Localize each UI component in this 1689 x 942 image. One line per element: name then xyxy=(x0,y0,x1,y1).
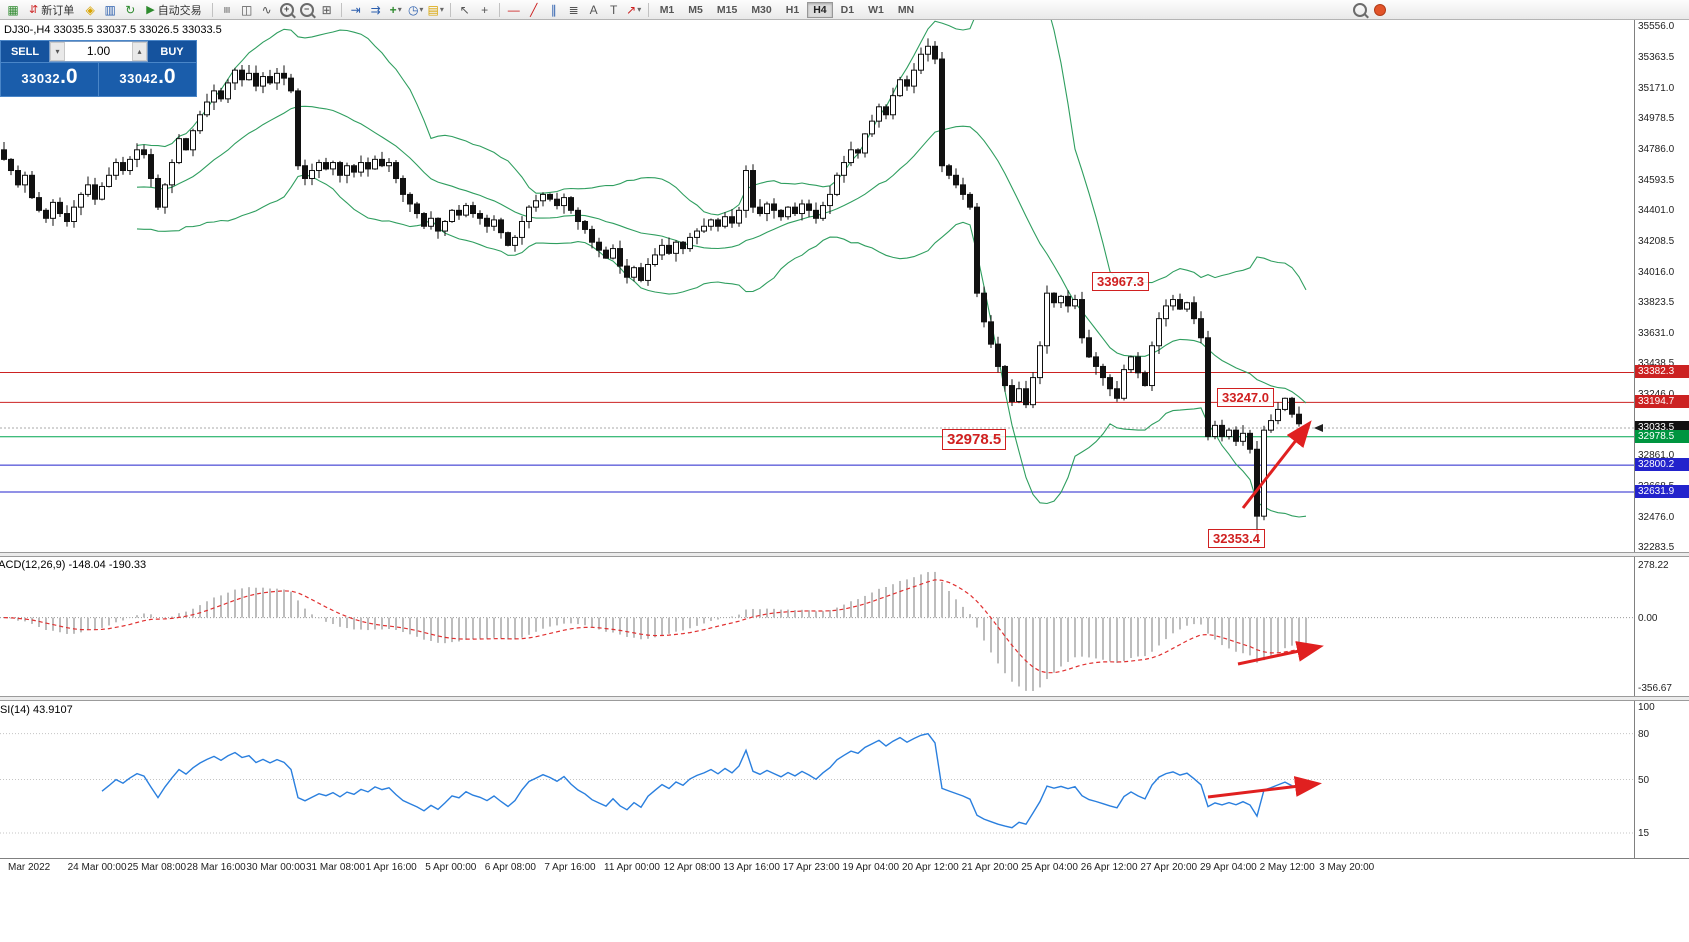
zoom-out-glyph: − xyxy=(299,2,314,17)
chevron-down-icon: ▾ xyxy=(419,4,424,14)
timeframe-m15[interactable]: M15 xyxy=(716,3,738,16)
buy-button[interactable]: BUY xyxy=(148,41,196,62)
fibonacci-icon[interactable]: ≣ xyxy=(568,2,579,17)
volume-decrease-button[interactable]: ▾ xyxy=(50,42,65,61)
zoom-in-icon[interactable]: + xyxy=(278,2,296,18)
new-chart-icon[interactable]: ▦ xyxy=(7,2,19,17)
toolbar-separator xyxy=(449,2,451,17)
toolbar-separator xyxy=(647,2,649,17)
toolbar-separator xyxy=(340,2,342,17)
clock-glyph: ◷ xyxy=(407,2,419,17)
new-order-label: 新订单 xyxy=(41,4,75,17)
text-tool-icon[interactable]: A xyxy=(589,2,598,17)
chevron-down-icon: ▾ xyxy=(439,4,444,14)
record-dot xyxy=(1374,3,1387,16)
search-icon[interactable] xyxy=(1351,2,1369,18)
zoom-in-glyph: + xyxy=(279,2,294,17)
channel-icon[interactable]: ∥ xyxy=(550,2,557,17)
chart-shift-icon[interactable]: ⇥ xyxy=(350,2,361,17)
macd-values: -148.04 -190.33 xyxy=(68,559,147,571)
timeframe-w1[interactable]: W1 xyxy=(868,3,884,16)
toolbar-separator xyxy=(498,2,500,17)
quote-line: DJ30-,H4 33035.5 33037.5 33026.5 33033.5 xyxy=(4,24,222,36)
toolbar: ▦ ⇵ 新订单 ◈ ▥ ↻ ▶ 自动交易 ≡ ◫ ∿ + − ⊞ ⇥ ⇉ + ▾ … xyxy=(0,0,1689,20)
rsi-name: RSI(14) xyxy=(0,704,30,716)
buy-price-main: 33042 xyxy=(119,71,159,86)
panel-separator[interactable] xyxy=(0,696,1689,701)
market-watch-icon[interactable]: ▥ xyxy=(104,2,116,17)
toolbar-separator xyxy=(211,2,213,17)
price-divider xyxy=(98,63,99,96)
zoom-out-icon[interactable]: − xyxy=(298,2,316,18)
macd-window-label: MACD(12,26,9) -148.04 -190.33 xyxy=(0,559,146,571)
panel-separator[interactable] xyxy=(0,552,1689,557)
auto-trading-button[interactable]: ▶ 自动交易 xyxy=(141,2,206,18)
add-indicator-icon[interactable]: + ▾ xyxy=(387,2,405,18)
auto-scroll-icon[interactable]: ⇉ xyxy=(370,2,381,17)
cursor-icon[interactable]: ↖ xyxy=(459,2,470,17)
arrow-glyph: ↗ xyxy=(626,2,637,17)
timeframe-m5[interactable]: M5 xyxy=(688,3,703,16)
volume-input[interactable]: 1.00 xyxy=(86,44,111,58)
rsi-window-label: RSI(14) 43.9107 xyxy=(0,704,73,716)
volume-increase-button[interactable]: ▴ xyxy=(132,42,147,61)
bar-chart-icon[interactable]: ≡ xyxy=(219,5,234,13)
timeframe-h1[interactable]: H1 xyxy=(785,3,800,16)
sell-price-frac: .0 xyxy=(60,65,78,88)
one-click-trading-panel: SELL ▾ 1.00 ▴ BUY 33032 .0 33042 .0 xyxy=(0,40,197,97)
timeframe-mn[interactable]: MN xyxy=(897,3,915,16)
refresh-icon[interactable]: ↻ xyxy=(125,2,136,17)
template-glyph: ▤ xyxy=(427,2,439,17)
horizontal-line-icon[interactable]: — xyxy=(507,2,520,17)
trendline-icon[interactable]: ╱ xyxy=(530,2,538,17)
periods-icon[interactable]: ◷ ▾ xyxy=(407,2,425,18)
plus-glyph: + xyxy=(389,2,397,17)
template-icon[interactable]: ▤ ▾ xyxy=(427,2,445,18)
new-order-button[interactable]: ⇵ 新订单 xyxy=(24,2,79,18)
sell-button[interactable]: SELL xyxy=(1,41,49,62)
timeframe-h4[interactable]: H4 xyxy=(807,1,833,18)
chevron-down-icon: ▾ xyxy=(397,4,402,14)
sell-price[interactable]: 33032 .0 xyxy=(1,63,98,96)
buy-price-frac: .0 xyxy=(158,65,176,88)
text-label-icon[interactable]: T xyxy=(610,2,618,17)
auto-trading-label: 自动交易 xyxy=(157,4,202,17)
sell-price-main: 33032 xyxy=(21,71,61,86)
line-chart-icon[interactable]: ∿ xyxy=(261,2,272,17)
arrows-tool-icon[interactable]: ↗ ▾ xyxy=(625,2,643,18)
search-glyph xyxy=(1353,2,1368,17)
metaeditor-icon[interactable]: ◈ xyxy=(85,2,95,17)
timeframe-m1[interactable]: M1 xyxy=(659,3,675,16)
chevron-down-icon: ▾ xyxy=(637,4,642,14)
candlestick-chart-icon[interactable]: ◫ xyxy=(241,2,253,17)
order-candle-icon: ⇵ xyxy=(29,4,39,16)
timeframe-d1[interactable]: D1 xyxy=(840,3,855,16)
autoplay-icon: ▶ xyxy=(146,4,155,16)
buy-price[interactable]: 33042 .0 xyxy=(99,63,196,96)
timeframe-m30[interactable]: M30 xyxy=(751,3,772,16)
macd-name: MACD(12,26,9) xyxy=(0,559,66,571)
rsi-value: 43.9107 xyxy=(32,704,73,716)
tile-windows-icon[interactable]: ⊞ xyxy=(321,2,332,17)
record-icon[interactable] xyxy=(1371,2,1389,18)
crosshair-icon[interactable]: + xyxy=(481,2,489,17)
